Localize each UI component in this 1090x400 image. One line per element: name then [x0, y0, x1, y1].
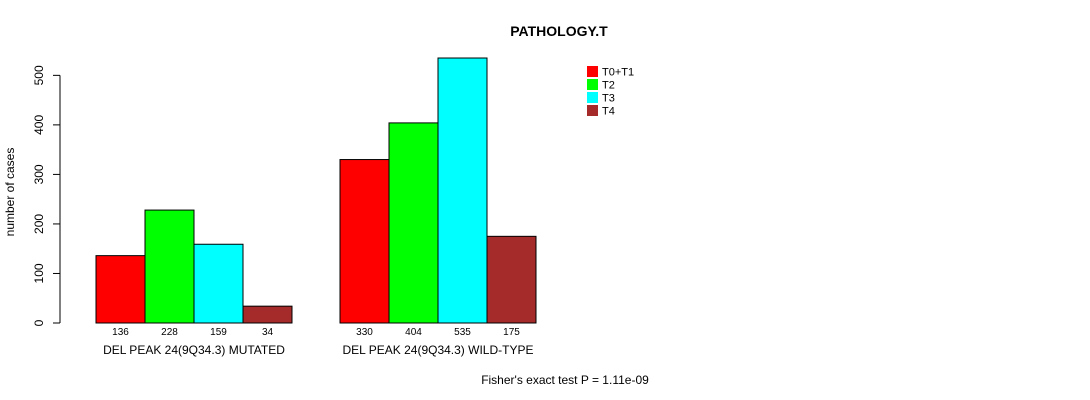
bar-t3 [193, 243, 244, 324]
legend-swatch [587, 79, 598, 90]
legend-label: T4 [602, 106, 615, 118]
bar-value-label: 404 [405, 327, 422, 338]
group-label: DEL PEAK 24(9Q34.3) MUTATED [103, 343, 285, 357]
bar-t0-t1 [339, 159, 390, 324]
legend-swatch [587, 92, 598, 103]
bar-value-label: 159 [210, 327, 227, 338]
y-tick-label: 200 [32, 214, 46, 234]
bar-t2 [144, 209, 195, 324]
bar-value-label: 34 [262, 327, 274, 338]
bar-t4 [242, 305, 293, 324]
bars [95, 57, 537, 324]
bar-value-label: 175 [503, 327, 520, 338]
legend-label: T0+T1 [602, 67, 634, 79]
fisher-test-footnote: Fisher's exact test P = 1.11e-09 [481, 373, 649, 387]
legend-label: T3 [602, 93, 615, 105]
bar-t0-t1 [95, 255, 146, 324]
bar-value-label: 330 [356, 327, 373, 338]
y-axis-label: number of cases [3, 148, 17, 237]
bar-value-label: 228 [161, 327, 178, 338]
legend-label: T2 [602, 80, 615, 92]
legend-swatch [587, 105, 598, 116]
y-tick-label: 300 [32, 164, 46, 184]
y-tick-label: 0 [32, 319, 46, 326]
chart-title: PATHOLOGY.T [510, 23, 608, 39]
legend-swatch [587, 66, 598, 77]
bar-value-label: 535 [454, 327, 471, 338]
bar-value-label: 136 [112, 327, 129, 338]
group-labels: DEL PEAK 24(9Q34.3) MUTATED DEL PEAK 24(9… [103, 343, 533, 357]
y-tick-label: 500 [32, 65, 46, 85]
group-label: DEL PEAK 24(9Q34.3) WILD-TYPE [343, 343, 534, 357]
bar-value-labels: 136 228 159 34 330 404 535 175 [112, 327, 520, 338]
bar-t2 [388, 122, 439, 324]
y-tick-label: 100 [32, 263, 46, 283]
bar-t3 [437, 57, 488, 324]
y-axis: 0 100 200 300 400 500 [32, 65, 61, 326]
bar-t4 [486, 235, 537, 324]
y-tick-label: 400 [32, 115, 46, 135]
